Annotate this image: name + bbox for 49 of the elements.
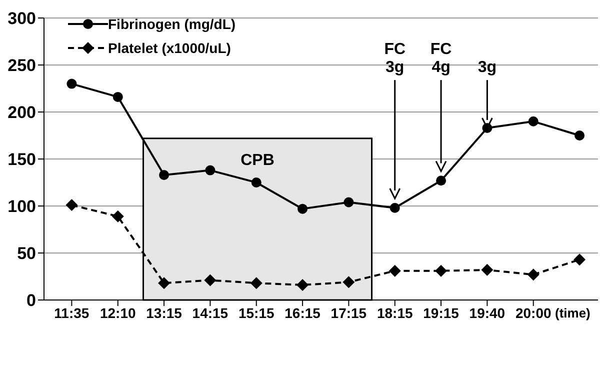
- y-tick-label: 300: [8, 9, 36, 28]
- point: [158, 277, 170, 290]
- point: [66, 78, 77, 89]
- x-tick-label: 14:15: [192, 304, 228, 321]
- point: [296, 278, 309, 291]
- x-tick-label: 12:10: [100, 304, 136, 321]
- point: [435, 264, 448, 277]
- point: [436, 176, 446, 186]
- y-tick-label: 150: [8, 150, 36, 170]
- x-tick-label: 15:15: [238, 304, 274, 321]
- point: [112, 92, 123, 102]
- annotation: FC 4g: [430, 41, 452, 76]
- point: [482, 122, 492, 133]
- y-tick-label: 100: [8, 197, 36, 216]
- point: [344, 197, 354, 208]
- point: [205, 165, 216, 176]
- point: [159, 170, 170, 180]
- legend-label: Platelet (x1000/uL): [108, 40, 231, 56]
- y-tick-label: 200: [8, 103, 36, 122]
- x-tick-label: 16:15: [284, 304, 321, 321]
- x-axis-title: (time): [555, 306, 590, 321]
- point: [251, 178, 262, 188]
- x-tick-label: 17:15: [330, 304, 367, 321]
- point: [388, 264, 401, 277]
- annotation: FC 3g: [384, 41, 406, 76]
- point: [112, 210, 124, 222]
- point: [528, 116, 538, 126]
- x-tick-label: 19:15: [423, 304, 460, 321]
- x-tick-label: 13:15: [146, 304, 182, 321]
- point: [342, 276, 355, 288]
- point: [390, 202, 400, 213]
- y-tick-label: 50: [17, 244, 36, 264]
- x-tick-label: 11:35: [54, 304, 90, 321]
- point: [250, 277, 262, 290]
- point: [298, 204, 308, 214]
- point: [66, 199, 78, 212]
- y-tick-label: 250: [8, 56, 36, 76]
- x-tick-label: 18:15: [376, 304, 413, 321]
- point: [204, 274, 216, 286]
- x-tick-label: 20:00: [515, 304, 552, 321]
- point: [574, 254, 586, 266]
- band-label: CPB: [240, 152, 274, 169]
- point: [481, 264, 494, 276]
- point: [574, 130, 585, 140]
- point: [527, 268, 540, 281]
- legend-label: Fibrinogen (mg/dL): [108, 16, 236, 32]
- y-tick-label: 0: [26, 291, 36, 310]
- x-tick-label: 19:40: [469, 304, 506, 321]
- annotation: 3g: [478, 59, 497, 76]
